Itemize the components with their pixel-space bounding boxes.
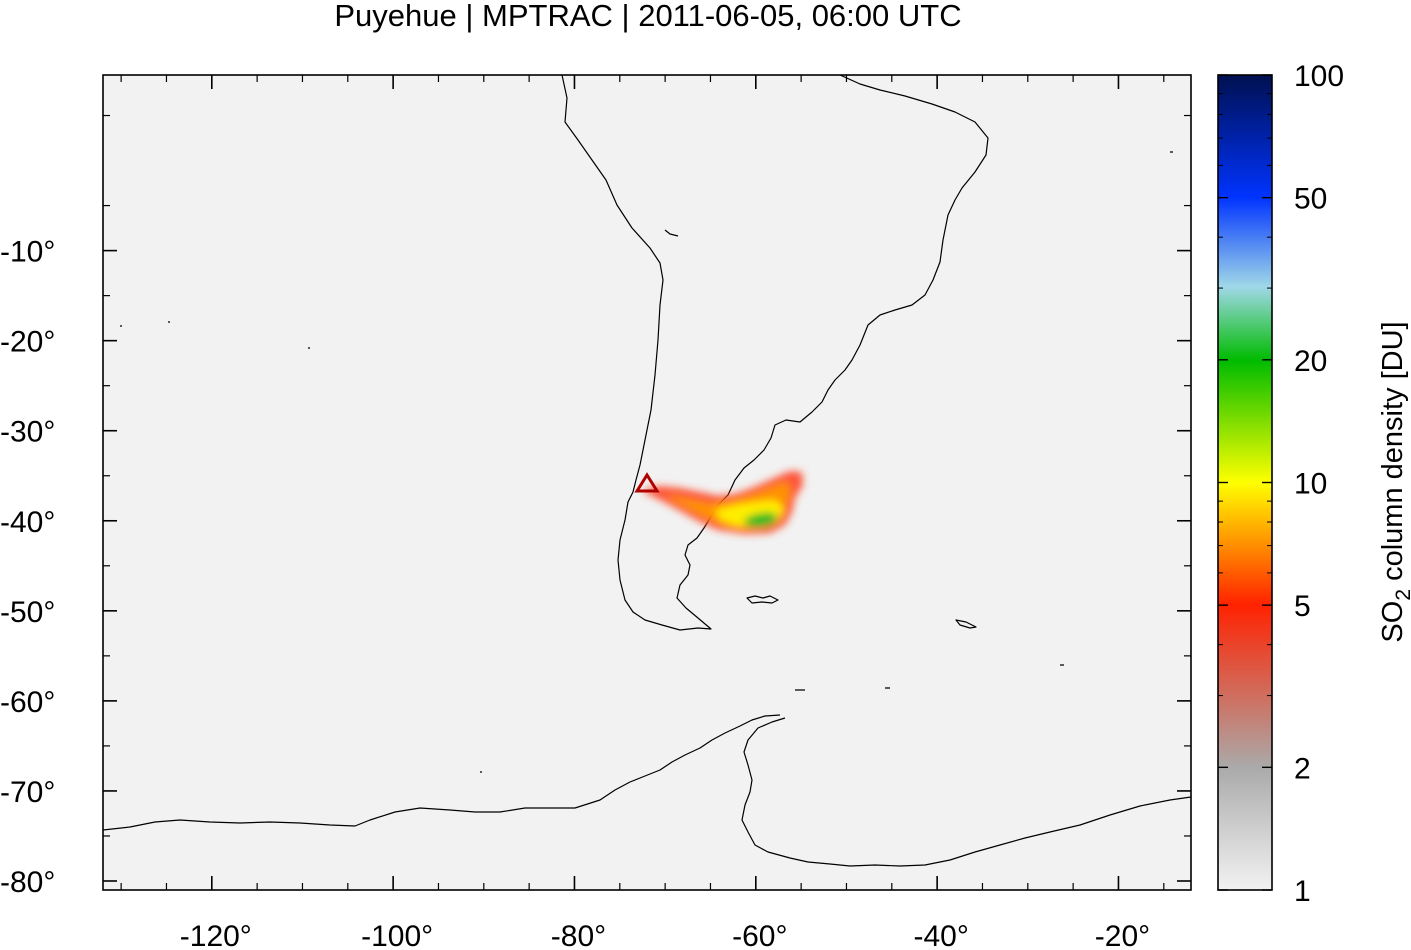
map-frame (102, 74, 1192, 891)
colorbar-tick-label: 10 (1294, 468, 1327, 501)
south-georgia-coastline (955, 619, 977, 629)
colorbar-label: SO2 column density [DU] (1377, 321, 1411, 642)
lon-tick-label: -120° (180, 920, 252, 950)
lat-tick-label: -40° (0, 506, 55, 539)
colorbar-ticks: 1 2 5 10 20 50 100 (1218, 60, 1344, 908)
map-layers (103, 75, 1191, 867)
longitude-ticks: -120° -100° -80° -60° -40° -20° (180, 75, 1150, 950)
lat-tick-label: -10° (0, 236, 55, 269)
lat-tick-label: -80° (0, 866, 55, 899)
colorbar-tick-label: 50 (1294, 183, 1327, 216)
lat-tick-label: -20° (0, 326, 55, 359)
minor-ticks (103, 75, 1191, 890)
colorbar-tick-label: 5 (1294, 590, 1311, 623)
latitude-ticks: -10° -20° -30° -40° -50° -60° -70° -80° (0, 236, 1191, 899)
lon-tick-label: -80° (551, 920, 606, 950)
antarctica-coastline (103, 714, 1191, 867)
so2-plume (642, 471, 803, 534)
lon-tick-label: -40° (913, 920, 968, 950)
volcano-marker (634, 472, 660, 493)
colorbar: 1 2 5 10 20 50 100 SO2 column density [DU] (1217, 60, 1411, 908)
colorbar-tick-label: 20 (1294, 345, 1327, 378)
lon-tick-label: -60° (732, 920, 787, 950)
lat-tick-label: -30° (0, 416, 55, 449)
antarctic-peninsula-coastline (741, 717, 809, 863)
coastline (103, 75, 1191, 867)
figure-title: Puyehue | MPTRAC | 2011-06-05, 06:00 UTC (334, 0, 961, 33)
colorbar-tick-label: 100 (1294, 60, 1344, 93)
map-background (103, 75, 1191, 890)
south-america-coastline (561, 75, 989, 631)
plume-core (743, 512, 778, 527)
small-islands (120, 151, 1173, 773)
colorbar-tick-label: 1 (1294, 875, 1311, 908)
lon-tick-label: -20° (1095, 920, 1150, 950)
lat-tick-label: -50° (0, 596, 55, 629)
colorbar-tick-label: 2 (1294, 752, 1311, 785)
lon-tick-label: -100° (361, 920, 433, 950)
lat-tick-label: -60° (0, 686, 55, 719)
falkland-islands-coastline (746, 595, 779, 604)
lat-tick-label: -70° (0, 776, 55, 809)
